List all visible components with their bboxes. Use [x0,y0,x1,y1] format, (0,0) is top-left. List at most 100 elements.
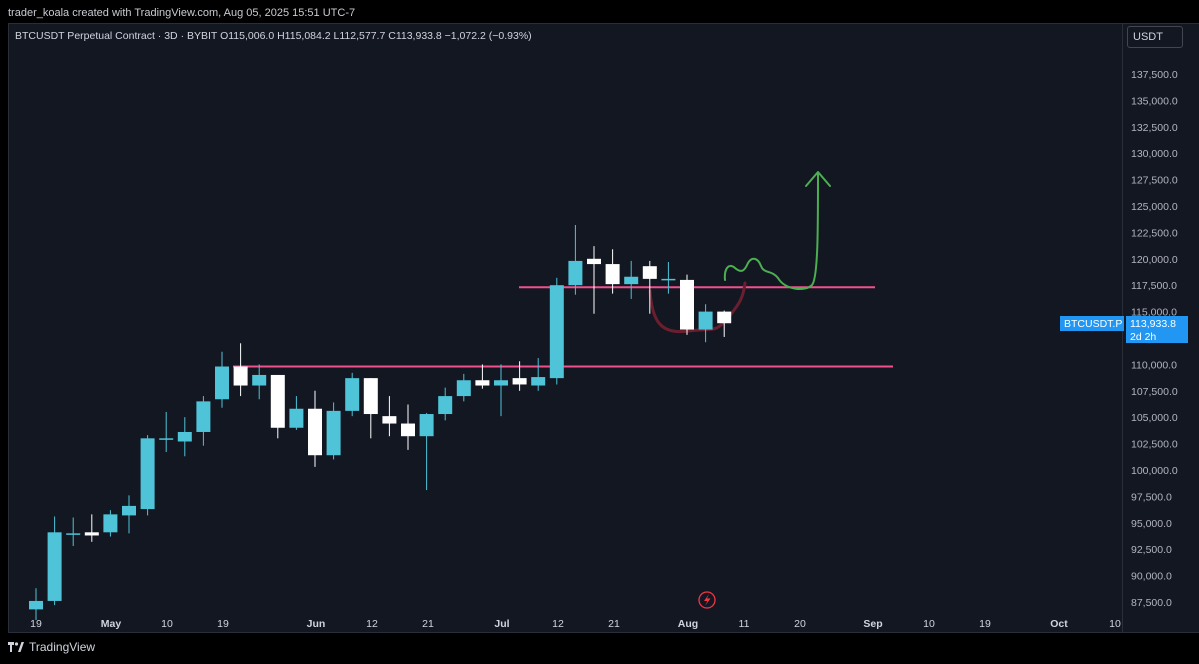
time-tick-label: 12 [366,618,378,630]
candle-body [587,258,601,265]
price-tick-label: 132,500.0 [1131,122,1178,134]
projected-rally-arrow [723,173,819,291]
legend-open: O115,006.0 [220,30,275,42]
candle-body [419,414,434,437]
time-tick-label: Oct [1050,618,1068,630]
candle-body [401,423,415,437]
time-tick-label: Jul [494,618,509,630]
candle-body [289,408,304,428]
candle-body [438,396,453,415]
price-tick-label: 120,000.0 [1131,254,1178,266]
legend-interval: 3D [164,30,178,42]
candle-body [456,380,471,397]
time-tick-label: Jun [307,618,326,630]
candle-body [717,311,732,324]
price-tick-label: 135,000.0 [1131,95,1178,107]
price-tag: BTCUSDT.P 113,933.8 2d 2h [1060,316,1188,343]
chart-caption: trader_koala created with TradingView.co… [8,7,356,19]
price-tag-countdown: 2d 2h [1130,331,1156,343]
legend-close: C113,933.8 [388,30,442,42]
candle-body [661,278,676,281]
candle-body [270,374,285,428]
legend-low: L112,577.7 [333,30,386,42]
legend-symbol: BTCUSDT Perpetual Contract [15,30,155,42]
candle-body [84,532,99,536]
candle-body [326,410,341,456]
price-tick-label: 90,000.0 [1131,571,1172,583]
tradingview-logo-icon [8,641,24,652]
candle-body [140,438,155,510]
footer-brand-text: TradingView [29,640,96,654]
candle-body [680,279,694,330]
candle-body [66,533,81,535]
price-tick-label: 107,500.0 [1131,386,1178,398]
candle-body [308,408,322,456]
time-tick-label: 21 [422,618,434,630]
time-tick-label: 19 [979,618,991,630]
price-tick-label: 95,000.0 [1131,518,1172,530]
lightning-icon[interactable] [698,591,716,609]
price-tick-label: 137,500.0 [1131,69,1178,81]
price-tick-label: 105,000.0 [1131,412,1178,424]
price-tick-label: 102,500.0 [1131,439,1178,451]
time-tick-label: May [101,618,122,630]
time-tick-label: Sep [863,618,882,630]
candle-body [196,401,211,432]
candle-body [382,416,397,424]
candle-body [47,532,62,601]
candles-layer [29,225,732,620]
candle-body [568,260,583,286]
time-tick-label: 21 [608,618,620,630]
candle-body [252,374,267,386]
candle-body [624,276,639,285]
arrow-head-icon [805,171,831,187]
projected-dip-path [648,281,747,334]
time-tick-label: 10 [1109,618,1121,630]
time-tick-label: 12 [552,618,564,630]
time-tick-label: 10 [161,618,173,630]
price-tag-value-bg [1126,316,1188,343]
price-tick-label: 115,000.0 [1131,307,1177,319]
candle-body [698,311,713,330]
time-tick-label: 19 [30,618,42,630]
legend-sep: · [180,30,187,42]
candle-body [512,378,527,385]
candle-body [549,285,564,379]
price-tag-value: 113,933.8 [1130,318,1176,330]
price-tick-label: 100,000.0 [1131,465,1178,477]
time-tick-label: 11 [739,618,750,630]
candle-body [159,438,174,440]
candle-body [363,378,378,415]
candle-body [177,431,192,442]
candle-body [103,514,118,533]
candle-body [345,378,360,411]
price-tick-label: 117,500.0 [1131,280,1177,292]
price-tag-symbol: BTCUSDT.P [1064,318,1122,330]
legend-sep: · [157,30,165,42]
price-tick-label: 110,000.0 [1131,359,1177,371]
legend-change: −1,072.2 (−0.93%) [444,30,532,42]
candle-body [605,264,620,285]
time-tick-label: 10 [923,618,935,630]
footer-brand[interactable]: TradingView [8,640,95,654]
time-tick-label: 19 [217,618,229,630]
candle-body [475,380,490,386]
time-tick-label: Aug [678,618,698,630]
candle-body [233,366,248,386]
candle-body [29,600,43,610]
candle-body [531,377,546,386]
candle-body [122,505,136,516]
price-tick-label: 122,500.0 [1131,227,1178,239]
time-tick-label: 20 [794,618,806,630]
price-tick-label: 127,500.0 [1131,175,1178,187]
price-tick-label: 92,500.0 [1131,544,1172,556]
currency-selector[interactable]: USDT [1127,26,1183,48]
legend-exchange: BYBIT [186,30,218,42]
price-tick-label: 97,500.0 [1131,491,1172,503]
candle-body [215,366,229,400]
symbol-legend: BTCUSDT Perpetual Contract · 3D · BYBIT … [15,30,532,42]
time-axis-labels: 19 May 10 19 Jun 12 21 Jul 12 21 Aug 11 20 Sep 10 19 Oct… [30,618,1121,630]
price-tag-symbol-bg [1060,316,1124,331]
legend-high: H115,084.2 [277,30,331,42]
